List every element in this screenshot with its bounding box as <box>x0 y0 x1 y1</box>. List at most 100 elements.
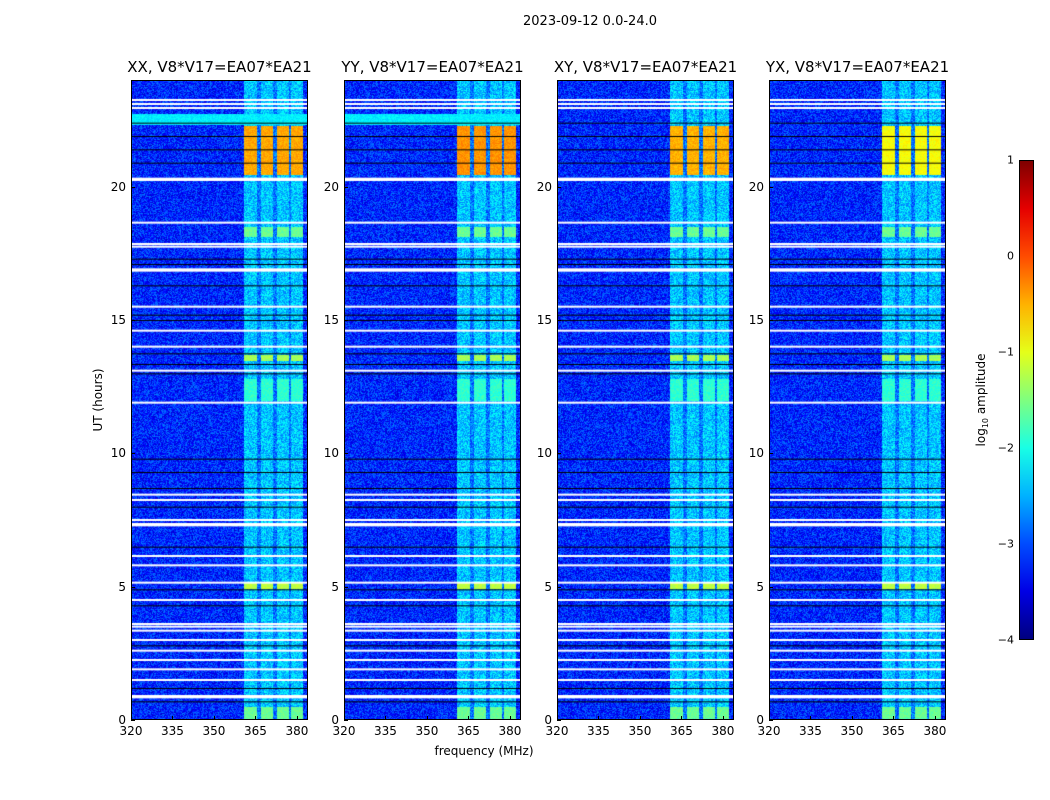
y-tick-mark <box>769 720 773 721</box>
x-tick-mark <box>810 716 812 720</box>
x-tick-mark <box>255 716 257 720</box>
colorbar-tick-label: −2 <box>997 441 1014 455</box>
y-tick-mark <box>769 453 773 455</box>
x-tick-label: 350 <box>840 724 864 738</box>
panel-title: XY, V8*V17=EA07*EA21 <box>553 58 738 76</box>
plot-frame <box>344 80 521 720</box>
y-tick-label: 20 <box>110 179 126 194</box>
y-tick-label: 5 <box>756 579 764 594</box>
y-tick-mark <box>769 586 773 588</box>
y-tick-label: 0 <box>331 713 339 727</box>
x-tick-mark <box>385 716 387 720</box>
colorbar <box>1019 160 1034 640</box>
panel-3: YX, V8*V17=EA07*EA21 0 5 10 15 20 320 335 350 365… <box>749 58 949 738</box>
x-tick-label: 350 <box>202 724 226 738</box>
y-tick-label: 15 <box>536 313 552 327</box>
x-tick-label: 380 <box>498 724 522 738</box>
x-tick-mark <box>509 716 511 720</box>
plot-frame <box>557 80 734 720</box>
y-tick-mark <box>344 586 348 588</box>
y-tick-mark <box>131 720 135 721</box>
colorbar-tick-label: 0 <box>1007 249 1014 263</box>
x-tick-label: 365 <box>457 724 480 738</box>
y-tick-mark <box>344 453 348 455</box>
plot-frame <box>131 80 308 720</box>
x-tick-mark <box>893 716 895 720</box>
x-tick-label: 380 <box>285 724 309 738</box>
colorbar-label-rest: amplitude <box>973 353 988 418</box>
x-tick-mark <box>468 716 470 720</box>
y-tick-label: 10 <box>748 446 764 461</box>
x-tick-mark <box>851 716 853 720</box>
y-tick-label: 10 <box>323 446 339 461</box>
panel-1: YY, V8*V17=EA07*EA21 0 5 10 15 20 320 335 350 365… <box>324 58 524 738</box>
x-tick-mark <box>934 716 936 720</box>
x-tick-label: 380 <box>923 724 947 738</box>
y-tick-label: 15 <box>748 313 764 327</box>
y-tick-label: 5 <box>118 579 126 594</box>
y-tick-mark <box>557 186 561 188</box>
x-tick-label: 320 <box>332 724 356 738</box>
waterfall-heatmap <box>344 80 521 720</box>
colorbar-label-main: log <box>973 428 988 447</box>
colorbar-tick-label: −1 <box>997 345 1014 359</box>
x-tick-mark <box>426 716 428 720</box>
y-tick-mark <box>131 453 135 455</box>
x-tick-label: 320 <box>545 724 569 738</box>
x-tick-mark <box>769 716 770 720</box>
y-tick-label: 20 <box>323 179 339 194</box>
x-axis-label: frequency (MHz) <box>434 744 534 758</box>
y-tick-label: 0 <box>756 713 764 727</box>
panel-2: XY, V8*V17=EA07*EA21 0 5 10 15 20 320 335 350 365… <box>537 58 737 738</box>
x-tick-label: 365 <box>670 724 693 738</box>
panel-title: XX, V8*V17=EA07*EA21 <box>127 58 312 76</box>
y-tick-label: 20 <box>536 179 552 194</box>
figure-title: 2023-09-12 0.0-24.0 <box>523 14 657 29</box>
x-tick-label: 380 <box>711 724 735 738</box>
y-tick-label: 5 <box>331 579 339 594</box>
y-tick-mark <box>769 320 773 321</box>
y-tick-mark <box>557 453 561 455</box>
x-tick-mark <box>172 716 174 720</box>
plot-frame <box>769 80 946 720</box>
x-tick-label: 350 <box>628 724 652 738</box>
y-tick-mark <box>557 320 561 321</box>
y-tick-label: 0 <box>544 713 552 727</box>
y-tick-label: 10 <box>536 446 552 461</box>
x-tick-label: 335 <box>587 724 610 738</box>
x-tick-label: 335 <box>799 724 822 738</box>
y-tick-label: 10 <box>110 446 126 461</box>
y-tick-label: 5 <box>544 579 552 594</box>
colorbar-tick-label: −4 <box>997 633 1014 647</box>
y-tick-label: 15 <box>110 313 126 327</box>
y-tick-mark <box>131 586 135 588</box>
x-tick-mark <box>296 716 298 720</box>
colorbar-tick-label: 1 <box>1007 153 1014 167</box>
colorbar-tick-label: −3 <box>997 537 1014 551</box>
waterfall-heatmap <box>557 80 734 720</box>
panel-title: YY, V8*V17=EA07*EA21 <box>341 58 524 76</box>
colorbar-label-sub: 10 <box>981 417 991 429</box>
x-tick-mark <box>598 716 600 720</box>
y-tick-mark <box>131 320 135 321</box>
x-tick-mark <box>722 716 724 720</box>
x-tick-mark <box>639 716 641 720</box>
x-tick-label: 365 <box>244 724 267 738</box>
x-tick-label: 335 <box>161 724 184 738</box>
y-axis-label: UT (hours) <box>91 368 105 432</box>
panel-title: YX, V8*V17=EA07*EA21 <box>765 58 950 76</box>
y-tick-mark <box>557 586 561 588</box>
y-tick-mark <box>344 720 348 721</box>
x-tick-mark <box>681 716 683 720</box>
x-tick-mark <box>557 716 558 720</box>
panel-0: XX, V8*V17=EA07*EA21 0 5 10 15 20 320 335 350 365… <box>111 58 312 738</box>
x-tick-mark <box>344 716 345 720</box>
waterfall-heatmap <box>769 80 946 720</box>
x-tick-label: 350 <box>415 724 439 738</box>
x-tick-mark <box>131 716 132 720</box>
colorbar-label: log10 amplitude <box>974 354 990 447</box>
y-tick-mark <box>557 720 561 721</box>
y-tick-label: 20 <box>748 179 764 194</box>
x-tick-mark <box>213 716 215 720</box>
